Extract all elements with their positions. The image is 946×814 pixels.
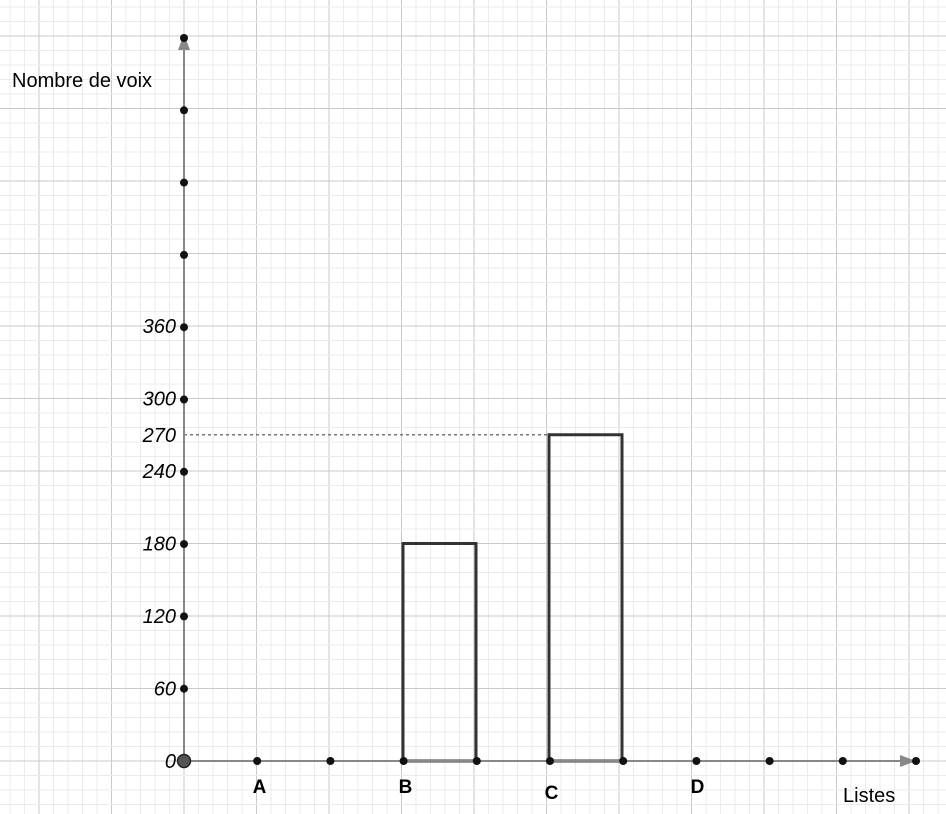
x-axis-point [326, 757, 335, 765]
x-axis-point [912, 757, 920, 765]
category-label-B: B [399, 777, 413, 798]
category-label-A: A [253, 777, 267, 798]
category-label-D: D [691, 777, 705, 798]
y-tick-label: 60 [154, 679, 176, 701]
y-axis-point [180, 467, 188, 476]
bars [401, 433, 624, 763]
y-tick-label: 180 [143, 534, 176, 556]
x-axis-point [765, 757, 774, 765]
category-labels: A B C D [253, 777, 705, 804]
bar-C [547, 433, 624, 763]
y-axis-point [180, 612, 188, 621]
x-axis-point [399, 757, 408, 765]
x-axis-title: Listes [843, 785, 895, 807]
y-axis-point [180, 540, 188, 549]
bar-B [401, 542, 478, 763]
y-tick-label: 120 [143, 606, 176, 628]
y-axis-point [180, 178, 188, 187]
y-tick-label: 0 [165, 751, 176, 773]
x-axis-point [253, 757, 262, 765]
origin-point [176, 753, 192, 769]
x-axis-point [838, 757, 847, 765]
y-tick-label: 300 [143, 389, 176, 411]
axis-points [176, 34, 920, 769]
y-tick-label: 360 [143, 316, 176, 338]
y-axis-point [180, 684, 188, 693]
y-axis-point [180, 34, 188, 42]
y-axis-point [180, 106, 188, 115]
y-axis-point [180, 250, 188, 259]
x-axis-arrow [900, 755, 916, 767]
x-axis-point [472, 757, 481, 765]
x-axis-point [619, 757, 628, 765]
x-axis-point [692, 757, 701, 765]
y-axis-title: Nombre de voix [12, 70, 152, 92]
y-tick-label: 270 [142, 425, 176, 447]
x-axis-point [546, 757, 554, 765]
y-tick-labels: 0 60 120 180 240 270 300 360 [142, 316, 176, 773]
y-axis-point [180, 323, 188, 332]
y-axis-point [180, 395, 188, 404]
y-tick-label: 240 [142, 461, 176, 483]
category-label-C: C [545, 783, 559, 804]
